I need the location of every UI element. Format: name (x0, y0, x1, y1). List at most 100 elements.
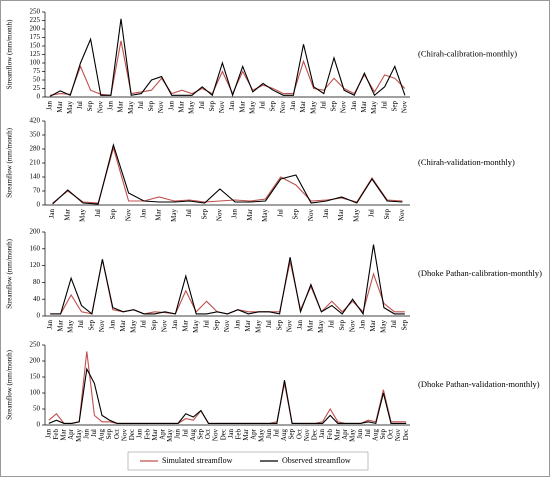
x-tick-label: Oct (113, 429, 121, 439)
x-tick-label: Nov (218, 101, 226, 114)
x-tick-label: May (192, 320, 200, 333)
x-tick-label: Jul (198, 101, 206, 109)
x-tick-label: Jul (319, 101, 327, 109)
y-tick-label: 50 (33, 76, 41, 84)
x-tick-label: Mar (244, 319, 252, 331)
x-tick-label: Jan (107, 101, 115, 111)
x-tick-label: Sep (109, 209, 117, 220)
x-tick-label: Jan (318, 429, 326, 439)
x-tick-label: Mar (242, 428, 250, 440)
x-tick-label: Mar (299, 100, 307, 112)
x-tick-label: Jan (231, 209, 239, 219)
x-tick-label: Mar (117, 100, 125, 112)
x-tick-label: Mar (337, 208, 345, 220)
y-tick-label: 140 (30, 173, 41, 181)
x-tick-label: Jan (350, 101, 358, 111)
x-tick-label: Mar (56, 100, 64, 112)
x-tick-label: May (170, 209, 178, 222)
x-tick-label: Mar (307, 319, 315, 331)
y-tick-label: 350 (30, 131, 41, 139)
x-tick-label: Aug (189, 429, 197, 442)
x-tick-label: Sep (275, 320, 283, 331)
x-tick-label: Aug (371, 429, 379, 442)
x-tick-label: Nov (98, 320, 106, 333)
y-axis-title: Streamflow (mm/month) (6, 127, 14, 197)
y-tick-label: 175 (30, 33, 41, 41)
x-tick-label: Jul (94, 209, 102, 217)
x-tick-label: Jul (364, 429, 372, 437)
x-tick-label: Nov (340, 101, 348, 114)
x-tick-label: Nov (398, 209, 406, 222)
y-tick-label: 75 (33, 67, 41, 75)
series-line (50, 244, 405, 316)
x-tick-label: Sep (200, 209, 208, 220)
x-tick-label: Nov (216, 209, 224, 222)
x-tick-label: Jul (273, 429, 281, 437)
x-tick-label: Sep (330, 101, 338, 112)
x-tick-label: May (127, 101, 135, 114)
y-tick-label: 250 (30, 341, 41, 349)
x-tick-label: May (257, 429, 265, 442)
x-tick-label: Nov (161, 320, 169, 333)
y-tick-label: 200 (30, 228, 41, 236)
x-tick-label: Nov (279, 101, 287, 114)
x-tick-label: May (79, 209, 87, 222)
x-tick-label: May (166, 429, 174, 442)
x-tick-label: Jan (136, 429, 144, 439)
chart-title: (Dhoke Pathan-validation-monthly) (418, 379, 540, 389)
x-tick-label: Sep (379, 429, 387, 440)
legend-label: Simulated streamflow (162, 456, 233, 465)
y-tick-label: 25 (33, 84, 41, 92)
x-tick-label: Jul (202, 320, 210, 328)
y-tick-label: 200 (30, 25, 41, 33)
x-tick-label: Nov (212, 429, 220, 442)
x-tick-label: Jul (259, 101, 267, 109)
y-tick-label: 150 (30, 42, 41, 50)
y-tick-label: 125 (30, 50, 41, 58)
y-tick-label: 0 (37, 421, 41, 429)
x-tick-label: Mar (333, 428, 341, 440)
x-tick-label: Jul (77, 320, 85, 328)
y-tick-label: 100 (30, 59, 41, 67)
y-tick-label: 200 (30, 357, 41, 365)
y-tick-label: 50 (33, 405, 41, 413)
x-tick-label: May (352, 209, 360, 222)
x-tick-label: Sep (338, 320, 346, 331)
x-tick-label: Jan (228, 101, 236, 111)
x-tick-label: May (248, 101, 256, 114)
legend-label: Observed streamflow (282, 456, 351, 465)
x-tick-label: Dec (402, 429, 410, 440)
x-tick-label: Sep (400, 320, 408, 331)
x-tick-label: May (317, 320, 325, 333)
series-line (52, 143, 403, 205)
x-tick-label: Feb (143, 429, 151, 440)
chart-title: (Dhoke Pathan-calibration-monthly) (418, 268, 542, 278)
x-tick-label: Nov (157, 101, 165, 114)
x-tick-label: Jan (227, 429, 235, 439)
chart-title: (Chirah-validation-monthly) (418, 157, 515, 167)
y-tick-label: 150 (30, 373, 41, 381)
y-tick-label: 100 (30, 389, 41, 397)
x-tick-label: Sep (208, 101, 216, 112)
x-tick-label: May (75, 429, 83, 442)
x-tick-label: Jan (359, 320, 367, 330)
x-tick-label: Jul (368, 209, 376, 217)
x-tick-label: Jul (181, 429, 189, 437)
x-tick-label: Nov (120, 429, 128, 442)
x-tick-label: May (254, 320, 262, 333)
x-tick-label: Jul (265, 320, 273, 328)
x-tick-label: Mar (60, 428, 68, 440)
x-tick-label: Jan (48, 209, 56, 219)
y-tick-label: 0 (37, 93, 41, 101)
y-tick-label: 70 (33, 187, 41, 195)
x-tick-label: Mar (181, 319, 189, 331)
x-tick-label: Sep (383, 209, 391, 220)
x-tick-label: Jan (171, 320, 179, 330)
x-tick-label: Jun (265, 429, 273, 439)
x-tick-label: Sep (86, 101, 94, 112)
x-tick-label: Sep (150, 320, 158, 331)
x-tick-label: Jan (234, 320, 242, 330)
x-tick-label: Oct (204, 429, 212, 439)
y-tick-label: 0 (37, 312, 41, 320)
